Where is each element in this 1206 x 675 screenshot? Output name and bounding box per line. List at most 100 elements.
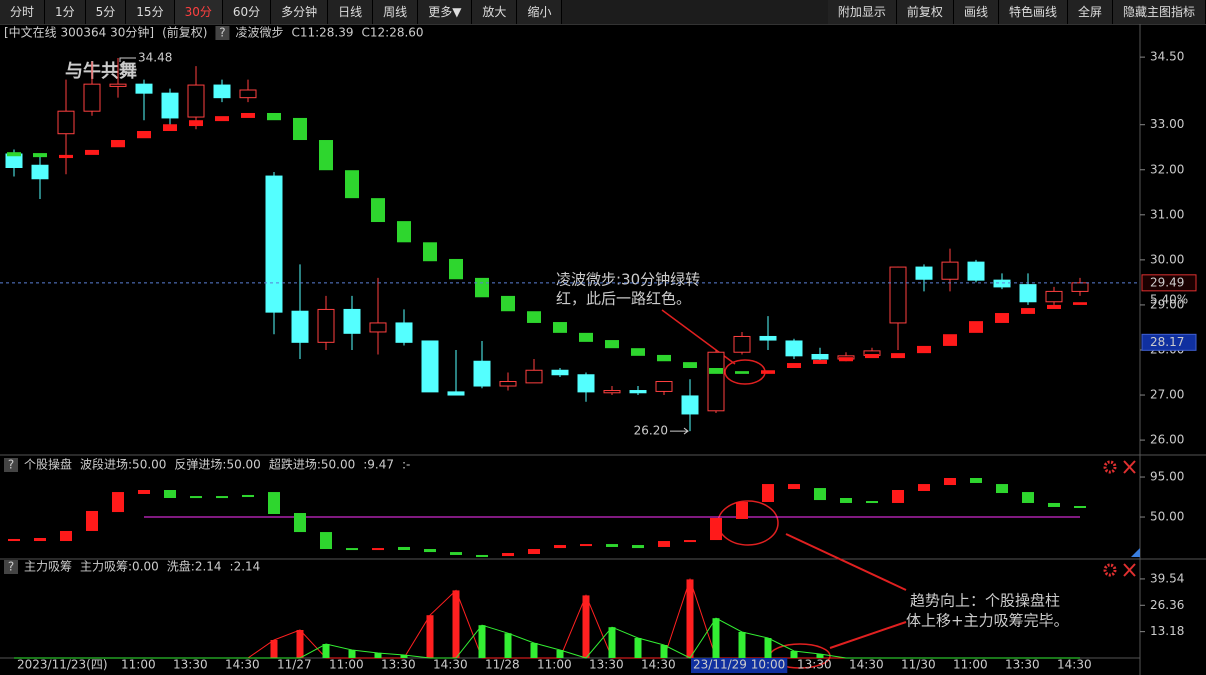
step-block: [605, 340, 619, 349]
cursor-label-box: [691, 658, 788, 673]
bar: [738, 632, 746, 658]
step-block: [215, 116, 229, 122]
step-block: [241, 112, 255, 118]
annotation: 凌波微步:30分钟绿转: [556, 271, 700, 289]
x-tick-label: 11/30: [901, 658, 936, 672]
legend-label: :9.47: [363, 458, 394, 472]
band-bar: [60, 530, 72, 542]
step-block: [761, 370, 775, 374]
legend-label: C12:28.60: [362, 26, 424, 40]
bar: [452, 590, 460, 658]
settings-icon[interactable]: [1103, 460, 1117, 474]
x-tick-label: 14:30: [1057, 658, 1092, 672]
tool-button[interactable]: 前复权: [896, 0, 954, 24]
band-bar: [112, 492, 124, 513]
bar: [556, 650, 564, 658]
close-icon[interactable]: [1123, 460, 1136, 474]
band-bar: [1074, 506, 1086, 508]
tool-button[interactable]: 全屏: [1067, 0, 1113, 24]
candle-body: [941, 261, 959, 280]
bar: [660, 645, 668, 658]
step-block: [163, 124, 177, 132]
step-block: [969, 321, 983, 333]
candle-body: [629, 390, 647, 394]
tool-button[interactable]: 30分: [174, 0, 223, 24]
toolbar: 分时 1分 5分 15分 30分 60分 多分钟 日线 周线 更多▼ 放大 缩小…: [0, 0, 1206, 25]
candle-body: [993, 279, 1011, 288]
legend-label: :-: [402, 458, 410, 472]
tool-button[interactable]: 1分: [45, 0, 86, 24]
legend-label: 主力吸筹: [24, 560, 72, 574]
last-price-label: 29.49: [1150, 275, 1184, 289]
band-bar: [164, 490, 176, 498]
settings-icon[interactable]: [1103, 563, 1117, 577]
annotation: 红，此后一路红色。: [556, 290, 691, 308]
x-tick-label: 14:30: [641, 658, 676, 672]
step-block: [85, 149, 99, 155]
band-bar: [372, 548, 384, 551]
step-block: [995, 313, 1009, 323]
y-tick-label: 39.54: [1150, 571, 1184, 585]
help-button: [215, 26, 230, 40]
annotation-arrow: [785, 533, 907, 591]
help-label[interactable]: ?: [8, 458, 14, 472]
step-block: [449, 258, 463, 280]
band-bar: [502, 553, 514, 557]
band-bar: [970, 478, 982, 483]
bar: [816, 654, 824, 658]
tool-button[interactable]: 更多▼: [418, 0, 473, 24]
x-tick-label: 14:30: [433, 658, 468, 672]
bar: [712, 618, 720, 658]
bar: [634, 638, 642, 658]
tool-button[interactable]: 15分: [126, 0, 175, 24]
candle-body: [135, 83, 153, 94]
step-block: [579, 332, 593, 342]
tool-button[interactable]: 日线: [328, 0, 374, 24]
help-label[interactable]: ?: [219, 26, 225, 40]
candle-body: [967, 261, 985, 281]
candle-body: [707, 351, 725, 412]
tool-button[interactable]: 缩小: [517, 0, 563, 24]
low-marker: [670, 427, 689, 435]
band-bar: [476, 554, 488, 558]
step-block: [553, 322, 567, 333]
bar: [608, 627, 616, 658]
bar: [400, 655, 408, 658]
step-block: [137, 131, 151, 139]
band-bar: [944, 478, 956, 486]
step-block: [293, 117, 307, 141]
x-tick-label: 13:30: [589, 658, 624, 672]
x-tick-label: 13:30: [1005, 658, 1040, 672]
step-block: [787, 363, 801, 368]
band-bar: [294, 513, 306, 533]
tool-button[interactable]: 5分: [85, 0, 127, 24]
tool-button[interactable]: 分时: [0, 0, 46, 24]
candle-body: [915, 266, 933, 280]
band-bar: [1022, 492, 1034, 503]
tool-button[interactable]: 画线: [953, 0, 999, 24]
tool-button[interactable]: 60分: [222, 0, 272, 24]
tool-button[interactable]: 放大: [472, 0, 518, 24]
corner-marker: [1131, 548, 1140, 557]
step-block: [865, 354, 879, 359]
legend-label: 洗盘:2.14: [167, 559, 222, 574]
bar: [764, 638, 772, 658]
tool-button[interactable]: 附加显示: [827, 0, 897, 24]
tool-button[interactable]: 周线: [373, 0, 419, 24]
tool-button[interactable]: 隐藏主图指标: [1112, 0, 1206, 24]
candle-body: [1071, 282, 1089, 292]
band-bar: [918, 484, 930, 491]
step-block: [267, 112, 281, 121]
tool-button[interactable]: 特色画线: [998, 0, 1068, 24]
close-icon[interactable]: [1123, 563, 1136, 577]
band-bar: [268, 492, 280, 514]
step-block: [709, 368, 723, 374]
band-bar: [814, 488, 826, 501]
help-label[interactable]: ?: [8, 560, 14, 574]
x-tick-label: 13:30: [173, 658, 208, 672]
toolbar-gap: [562, 0, 828, 24]
annotation: 体上移+主力吸筹完毕。: [906, 612, 1069, 630]
tool-button[interactable]: 多分钟: [271, 0, 329, 24]
x-tick-label: 11:00: [329, 658, 364, 672]
candle-body: [681, 395, 699, 415]
